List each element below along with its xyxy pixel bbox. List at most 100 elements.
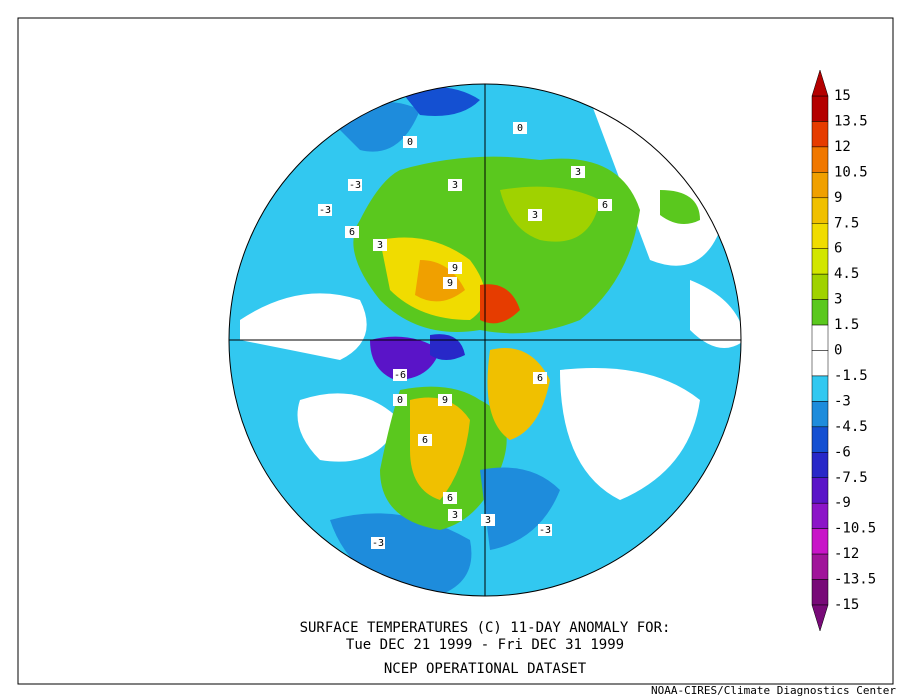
- colorbar-bin: [811, 426, 829, 453]
- colorbar-label: 1.5: [834, 317, 859, 333]
- credit: NOAA-CIRES/Climate Diagnostics Center: [651, 684, 896, 697]
- colorbar-label: 15: [834, 88, 851, 104]
- label-bg: [528, 209, 542, 221]
- label-bg: [448, 509, 462, 521]
- colorbar-label: -6: [834, 444, 851, 460]
- label-bg: [448, 179, 462, 191]
- field: [487, 348, 550, 440]
- map-labels: 0 -3 -3 3 3 6 9 9 3 6 3 -6 0 9 6 6 3 -3 -3 0 3 6: [318, 122, 612, 549]
- colorbar-label: -4.5: [834, 419, 868, 435]
- field: [330, 513, 472, 596]
- label-bg: [438, 394, 452, 406]
- colorbar-bin: [811, 579, 829, 606]
- contour-label: -3: [349, 180, 361, 191]
- colorbar-bin: [811, 223, 829, 249]
- label-bg: [403, 136, 417, 148]
- field: [480, 284, 520, 324]
- field: [480, 467, 560, 550]
- colorbar-bin: [811, 172, 829, 199]
- field: [297, 393, 400, 462]
- label-bg: [513, 122, 527, 134]
- colorbar-label: 13.5: [834, 113, 868, 129]
- field: [240, 293, 367, 360]
- colorbar-label: -7.5: [834, 470, 868, 486]
- colorbar-bin: [811, 350, 829, 377]
- field: [590, 100, 720, 266]
- label-bg: [538, 524, 552, 536]
- label-bg: [393, 394, 407, 406]
- colorbar-label: -15: [834, 597, 859, 613]
- label-bg: [393, 369, 407, 381]
- colorbar-cap: [811, 604, 829, 632]
- contour-label: 3: [485, 515, 491, 526]
- colorbar-label: 7.5: [834, 215, 859, 231]
- field: [500, 186, 600, 242]
- colorbar-bin: [811, 553, 829, 580]
- contour-label: 3: [532, 210, 538, 221]
- label-bg: [448, 262, 462, 274]
- contour-label: -3: [372, 538, 384, 549]
- colorbar-bin: [811, 95, 829, 122]
- colorbar-label: 6: [834, 241, 842, 257]
- label-bg: [345, 226, 359, 238]
- label-bg: [371, 537, 385, 549]
- field: [400, 86, 480, 116]
- contour-label: 9: [452, 263, 458, 274]
- contour-label: 0: [397, 395, 403, 406]
- colorbar-bin: [811, 248, 829, 275]
- caption: NCEP OPERATIONAL DATASET: [384, 661, 587, 677]
- label-bg: [443, 277, 457, 289]
- field: [370, 336, 440, 380]
- colorbar-bin: [811, 324, 829, 351]
- contour-label: 3: [575, 167, 581, 178]
- contour-label: 6: [602, 200, 608, 211]
- label-bg: [318, 204, 332, 216]
- colorbar-bin: [811, 502, 829, 529]
- field: [415, 260, 465, 302]
- colorbar-label: -9: [834, 495, 851, 511]
- colorbar-bin: [811, 146, 829, 173]
- caption: Tue DEC 21 1999 - Fri DEC 31 1999: [346, 637, 624, 653]
- colorbar-cap: [811, 69, 829, 97]
- colorbar-label: -3: [834, 393, 851, 409]
- label-bg: [533, 372, 547, 384]
- contour-label: 6: [537, 373, 543, 384]
- label-bg: [373, 239, 387, 251]
- colorbar-bin: [811, 121, 829, 148]
- contour-label: 3: [377, 240, 383, 251]
- contour-label: 0: [407, 137, 413, 148]
- label-bg: [571, 166, 585, 178]
- label-bg: [348, 179, 362, 191]
- contour-label: 9: [447, 278, 453, 289]
- colorbar-bin: [811, 197, 829, 224]
- colorbar-bin: [811, 299, 829, 326]
- colorbar-bin: [811, 477, 829, 504]
- contour-label: 6: [422, 435, 428, 446]
- contour-label: 3: [452, 180, 458, 191]
- colorbar-bin: [811, 273, 829, 300]
- colorbar: 15 13.5 12 10.5 9 7.5 6 4.5 3 1.5 0 -1.5 -3 -4.5 -6 -7.…: [811, 69, 876, 632]
- contour-label: 6: [447, 493, 453, 504]
- colorbar-label: 4.5: [834, 266, 859, 282]
- colorbar-bin: [811, 528, 829, 555]
- colorbar-label: 0: [834, 343, 842, 359]
- field: [660, 190, 700, 224]
- field: [410, 397, 470, 500]
- contour-label: 0: [517, 123, 523, 134]
- colorbar-label: -13.5: [834, 572, 876, 588]
- globe-outline: [228, 83, 742, 597]
- field: [430, 334, 465, 360]
- colorbar-label: 10.5: [834, 164, 868, 180]
- contour-label: 3: [452, 510, 458, 521]
- contour-label: -3: [319, 205, 331, 216]
- field: [560, 368, 700, 500]
- contour-label: -3: [539, 525, 551, 536]
- colorbar-label: -1.5: [834, 368, 868, 384]
- label-bg: [598, 199, 612, 211]
- colorbar-label: -10.5: [834, 521, 876, 537]
- field: [690, 280, 741, 348]
- caption: SURFACE TEMPERATURES (C) 11-DAY ANOMALY …: [300, 620, 671, 636]
- colorbar-bin: [811, 452, 829, 478]
